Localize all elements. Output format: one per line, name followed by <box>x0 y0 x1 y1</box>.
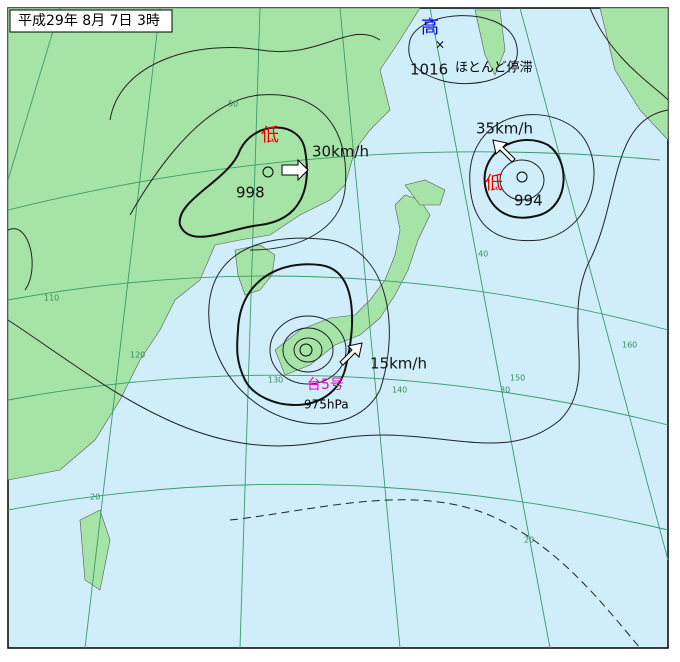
low-mark: 低 <box>485 173 503 194</box>
low-pressure: 998 <box>236 184 265 202</box>
land <box>7 7 669 591</box>
low-mark: 低 <box>261 125 279 146</box>
typhoon-speed: 15km/h <box>370 355 427 373</box>
high-mark: 高 <box>421 17 439 38</box>
lat-label: 20 <box>90 493 100 502</box>
low-center <box>262 166 274 178</box>
title-box <box>9 9 173 33</box>
lon-label: 160 <box>622 341 637 350</box>
motion-arrow <box>281 158 309 182</box>
graticule <box>7 7 669 649</box>
high-motion: ほとんど停滞 <box>455 60 533 76</box>
typhoon-name: 台5号 <box>307 377 344 393</box>
lat-label: 40 <box>478 250 488 259</box>
lat-label: 30 <box>500 386 510 395</box>
lon-label: 140 <box>392 386 407 395</box>
isobars <box>7 7 669 649</box>
title: 平成29年 8月 7日 3時 <box>18 13 160 29</box>
lat-label: 50 <box>228 100 238 109</box>
high-center: × <box>435 38 445 52</box>
lon-label: 150 <box>510 374 525 383</box>
low-center <box>516 171 528 183</box>
low-pressure: 994 <box>514 192 543 210</box>
motion-arrow <box>339 342 363 366</box>
grid-labels: 50 40 30 20 20 110 120 130 140 150 160 <box>44 100 637 545</box>
typhoon-center <box>299 343 313 357</box>
lon-label: 130 <box>268 376 283 385</box>
low-speed: 35km/h <box>476 120 533 138</box>
low-speed: 30km/h <box>312 143 369 161</box>
lon-label: 110 <box>44 294 59 303</box>
high-pressure: 1016 <box>410 61 448 79</box>
lat-label: 20 <box>524 536 534 545</box>
typhoon-pressure: 975hPa <box>304 398 349 412</box>
symbols: × <box>262 38 528 366</box>
lon-label: 120 <box>130 351 145 360</box>
motion-arrow <box>492 139 516 163</box>
